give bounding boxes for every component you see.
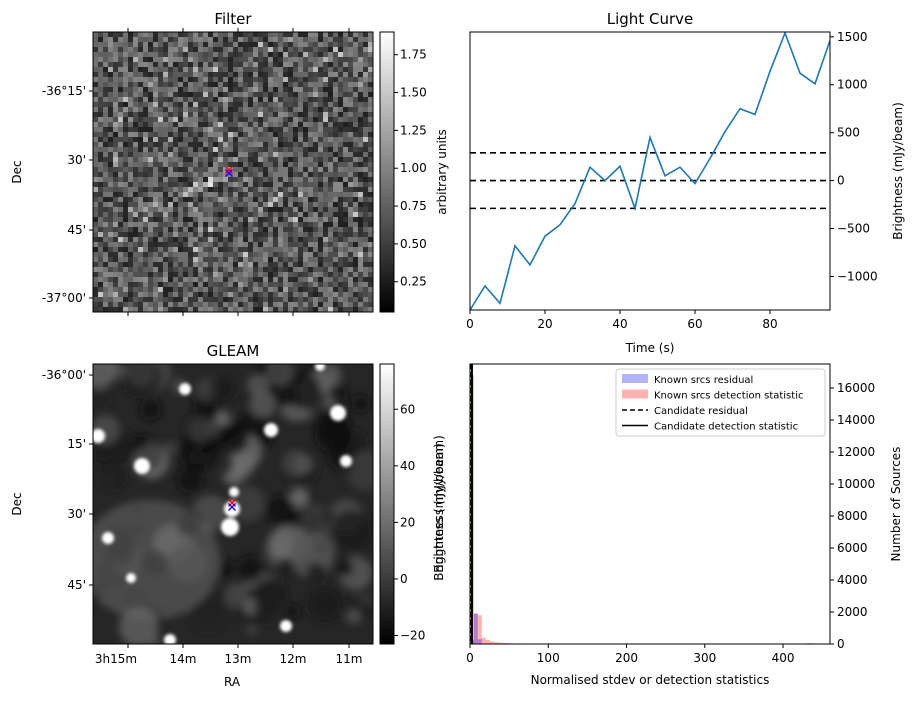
histogram-legend: Known srcs residual Known srcs detection … (616, 369, 825, 436)
histogram-xtick-label: 400 (772, 651, 795, 665)
histogram-xtick-label: 200 (615, 651, 638, 665)
legend-label-3: Candidate detection statistic (654, 422, 798, 433)
histogram-xtick-label: 0 (466, 651, 474, 665)
histogram-left-label: Brightness (mJy/beam) (432, 443, 446, 581)
filter-colorbar-label: arbitrary units (435, 129, 449, 215)
filter-colorbar-ticks: 0.25 0.50 0.75 1.00 1.25 1.50 1.75 (394, 48, 427, 289)
lightcurve-ylabel: Brightness (mJy/beam) (891, 102, 905, 240)
gleam-x-ticks: 3h15m 14m 13m 12m 11m (95, 644, 363, 666)
lightcurve-ytick-label: 0 (837, 174, 845, 188)
gleam-ytick-label: -36°00' (42, 368, 86, 382)
gleam-title: GLEAM (207, 342, 260, 360)
histogram-ytick-label: 0 (837, 637, 845, 651)
gleam-ytick-label: 45' (67, 578, 86, 592)
legend-label-2: Candidate residual (654, 406, 748, 417)
filter-cbar-tick-label: 1.75 (400, 48, 427, 62)
legend-label-1: Known srcs detection statistic (654, 391, 803, 402)
histogram-bar-detection (482, 638, 486, 644)
histogram-ytick-label: 8000 (837, 509, 868, 523)
gleam-cbar-tick-label: 40 (400, 459, 415, 473)
filter-ylabel: Dec (10, 160, 24, 183)
lightcurve-ytick-label: −500 (837, 222, 870, 236)
histogram-y-ticks: 0 2000 4000 6000 8000 10000 12000 14000 16000 (830, 381, 875, 651)
filter-cbar-tick-label: 1.25 (400, 123, 427, 137)
gleam-cbar-tick-label: 0 (400, 572, 408, 586)
histogram-xtick-label: 100 (537, 651, 560, 665)
gleam-xlabel: RA (224, 675, 241, 689)
gleam-xtick-label: 13m (225, 652, 252, 666)
legend-label-0: Known srcs residual (654, 375, 753, 386)
histogram-ytick-label: 14000 (837, 413, 875, 427)
histogram-panel: 0 100 200 300 400 0 2000 4000 6000 8000 10000 1200… (432, 364, 903, 687)
filter-y-ticks: -36°15' 30' 45' -37°00' (42, 84, 93, 305)
gleam-xtick-label: 14m (170, 652, 197, 666)
lightcurve-xtick-label: 0 (466, 317, 474, 331)
gleam-cbar-tick-label: −20 (400, 629, 425, 643)
histogram-bar-residual (478, 639, 482, 644)
filter-cbar-tick-label: 1.50 (400, 86, 427, 100)
lightcurve-xlabel: Time (s) (625, 341, 675, 355)
lightcurve-panel: Light Curve 0 20 40 60 80 −1000 −500 0 500 1000 1… (466, 10, 905, 355)
filter-panel: Filter -36°15' 30' 45' -37°00' Dec 0.25 0.50… (10, 10, 449, 316)
filter-ytick-label: -37°00' (42, 291, 86, 305)
filter-cbar-tick-label: 0.75 (400, 199, 427, 213)
lightcurve-xtick-label: 80 (762, 317, 777, 331)
histogram-candidate-lines (471, 364, 472, 644)
lightcurve-threshold-lines (470, 153, 830, 209)
gleam-xtick-label: 11m (336, 652, 363, 666)
gleam-y-ticks: -36°00' 15' 30' 45' (42, 368, 93, 592)
lightcurve-series-line (470, 33, 830, 310)
histogram-ytick-label: 4000 (837, 573, 868, 587)
histogram-ytick-label: 10000 (837, 477, 875, 491)
gleam-ytick-label: 15' (67, 437, 86, 451)
gleam-cbar-tick-label: 60 (400, 402, 415, 416)
lightcurve-x-ticks: 0 20 40 60 80 (466, 310, 777, 331)
histogram-ylabel: Number of Sources (889, 447, 903, 562)
filter-colorbar (380, 32, 394, 312)
filter-ytick-label: 45' (67, 223, 86, 237)
gleam-ytick-label: 30' (67, 507, 86, 521)
histogram-ytick-label: 12000 (837, 445, 875, 459)
lightcurve-xtick-label: 20 (537, 317, 552, 331)
lightcurve-ytick-label: 1500 (837, 30, 868, 44)
filter-title: Filter (214, 10, 252, 28)
histogram-bar-residual (474, 614, 478, 644)
histogram-xlabel: Normalised stdev or detection statistics (531, 673, 770, 687)
filter-ytick-label: -36°15' (42, 84, 86, 98)
filter-cbar-tick-label: 1.00 (400, 161, 427, 175)
lightcurve-xtick-label: 60 (687, 317, 702, 331)
lightcurve-title: Light Curve (607, 10, 693, 28)
gleam-cbar-tick-label: 20 (400, 515, 415, 529)
histogram-ytick-label: 2000 (837, 605, 868, 619)
gleam-ylabel: Dec (10, 492, 24, 515)
gleam-colorbar (380, 364, 394, 644)
gleam-colorbar-ticks: −20 0 20 40 60 (394, 402, 425, 642)
histogram-ytick-label: 6000 (837, 541, 868, 555)
histogram-ytick-label: 16000 (837, 381, 875, 395)
gleam-xtick-label: 3h15m (95, 652, 137, 666)
lightcurve-frame (470, 32, 830, 310)
gleam-xtick-label: 12m (280, 652, 307, 666)
legend-swatch-0 (622, 374, 648, 383)
lightcurve-ytick-label: 1000 (837, 78, 868, 92)
filter-cbar-tick-label: 0.25 (400, 275, 427, 289)
lightcurve-ytick-label: 500 (837, 126, 860, 140)
lightcurve-y-ticks: −1000 −500 0 500 1000 1500 (830, 30, 878, 284)
legend-swatch-1 (622, 390, 648, 399)
filter-ytick-label: 30' (67, 153, 86, 167)
filter-image (93, 32, 373, 312)
gleam-image (79, 351, 388, 648)
histogram-bar-detection (486, 640, 490, 644)
histogram-x-ticks: 0 100 200 300 400 (466, 644, 794, 665)
lightcurve-ytick-label: −1000 (837, 269, 878, 283)
filter-cbar-tick-label: 0.50 (400, 237, 427, 251)
gleam-panel: GLEAM -36°00' 15' 30' 45' 3h15m 14m 13m 12m 11m… (10, 342, 446, 689)
lightcurve-xtick-label: 40 (612, 317, 627, 331)
histogram-xtick-label: 300 (693, 651, 716, 665)
